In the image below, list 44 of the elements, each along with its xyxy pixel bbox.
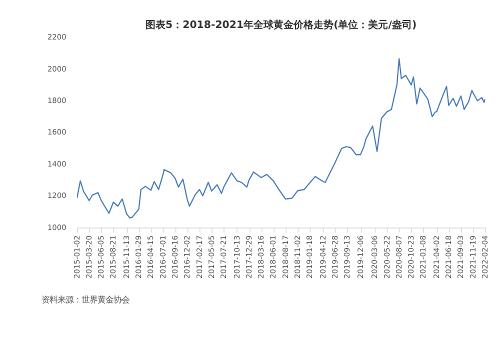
x-tick-label: 2020-03-06 <box>370 235 380 278</box>
x-tick-label: 2021-04-02 <box>432 235 441 278</box>
y-tick-label: 1800 <box>47 96 67 106</box>
x-tick-label: 2019-06-28 <box>330 235 340 278</box>
x-tick-label: 2022-02-04 <box>480 235 490 278</box>
x-tick-label: 2018-08-17 <box>280 235 290 278</box>
x-tick-label: 2019-09-13 <box>342 235 352 278</box>
x-tick-label: 2017-07-21 <box>219 235 228 278</box>
y-tick-label: 2200 <box>47 32 67 42</box>
x-tick-label: 2021-01-08 <box>418 235 428 278</box>
x-tick-label: 2017-12-29 <box>244 235 254 278</box>
y-tick-label: 1400 <box>47 159 67 168</box>
x-tick-label: 2016-09-16 <box>170 235 180 278</box>
x-tick-label: 2019-04-12 <box>318 235 328 278</box>
text: 资料来源：世界黄金协会 <box>42 294 130 305</box>
x-tick-label: 2016-01-29 <box>134 235 144 278</box>
x-tick-label: 2018-11-02 <box>292 235 302 278</box>
line-series <box>76 58 486 219</box>
x-tick-label: 2019-01-18 <box>305 235 314 278</box>
chart-title: 图表5：2018-2021年全球黄金价格走势(单位：美元/盎司) <box>146 19 417 32</box>
x-tick-label: 2017-05-05 <box>206 235 216 278</box>
y-tick-label: 1200 <box>47 191 67 200</box>
x-tick-label: 2020-05-22 <box>382 235 392 278</box>
x-tick-label: 2017-02-17 <box>194 235 204 278</box>
x-tick-label: 2015-03-20 <box>84 235 94 278</box>
x-tick-label: 2021-11-19 <box>468 235 478 278</box>
x-tick-label: 2018-06-01 <box>268 235 278 278</box>
x-tick-label: 2015-08-21 <box>108 235 118 278</box>
x-tick-label: 2015-11-13 <box>122 235 131 278</box>
x-tick-label: 2017-10-13 <box>232 235 242 278</box>
x-tick-label: 2015-01-02 <box>72 235 82 278</box>
x-tick-label: 2018-03-16 <box>256 235 266 278</box>
x-tick-label: 2020-10-23 <box>406 235 416 278</box>
y-tick-label: 1000 <box>47 222 67 232</box>
x-tick-label: 2016-12-02 <box>182 235 192 278</box>
x-tick-label: 2016-07-01 <box>158 235 168 278</box>
x-tick-label: 2021-09-03 <box>456 235 466 278</box>
x-tick-label: 2015-06-05 <box>96 235 106 278</box>
y-tick-label: 2000 <box>47 64 67 74</box>
x-tick-label: 2020-08-07 <box>394 235 404 278</box>
y-tick-label: 1600 <box>47 128 67 137</box>
x-tick-label: 2019-12-06 <box>356 235 365 278</box>
x-tick-label: 2021-06-18 <box>444 235 454 278</box>
x-tick-label: 2016-04-15 <box>146 235 156 278</box>
